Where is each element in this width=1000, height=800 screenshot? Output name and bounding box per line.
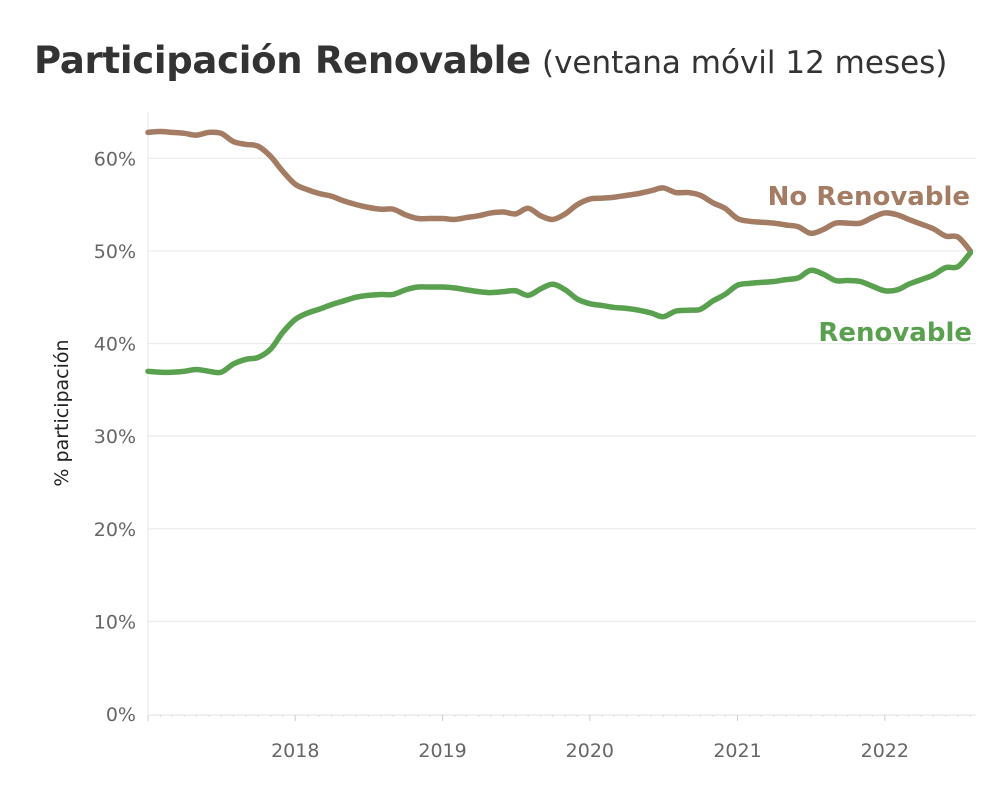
y-tick-label: 40% [94, 334, 136, 356]
y-tick-label: 10% [94, 611, 136, 633]
x-tick-label: 2020 [566, 740, 614, 762]
x-tick-label: 2022 [861, 740, 909, 762]
x-tick-label: 2019 [418, 740, 466, 762]
series-labels: No Renovable Renovable [768, 182, 972, 348]
series-label-renovable: Renovable [818, 318, 972, 348]
chart-subtitle: (ventana móvil 12 meses) [541, 45, 948, 81]
y-tick-label: 0% [106, 704, 136, 726]
y-tick-label: 30% [94, 426, 136, 448]
y-tick-label: 60% [94, 148, 136, 170]
y-tick-label: 50% [94, 241, 136, 263]
axes: 0% 10% 20% 30% 40% 50% 60% 2018 2019 2020 2021 2022… [51, 112, 976, 762]
x-tick-label: 2021 [713, 740, 761, 762]
gridlines [148, 157, 976, 622]
x-tick-label: 2018 [271, 740, 319, 762]
chart-title-main: Participación Renovable [34, 39, 531, 82]
y-tick-label: 20% [94, 519, 136, 541]
series-line-renovable [145, 250, 974, 376]
chart-title: Participación Renovable (ventana móvil 1… [34, 42, 947, 79]
y-axis-title: % participación [51, 339, 73, 486]
series-lines [145, 128, 974, 376]
series-label-no-renovable: No Renovable [768, 182, 970, 212]
series-line-no-renovable [145, 128, 974, 254]
